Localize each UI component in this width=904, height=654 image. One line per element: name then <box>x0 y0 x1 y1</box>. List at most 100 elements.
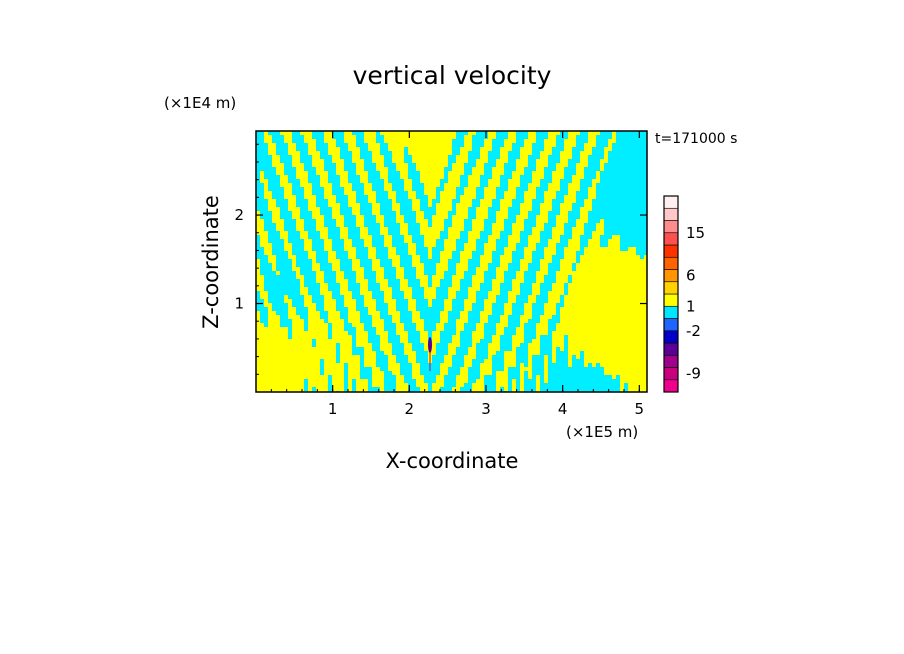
field-cell <box>396 375 400 379</box>
field-cell <box>452 335 456 339</box>
field-cell <box>528 135 532 139</box>
field-cell <box>392 359 396 363</box>
field-cell <box>568 239 572 243</box>
field-cell <box>520 203 524 207</box>
field-cell <box>608 279 612 283</box>
field-cell <box>336 279 340 283</box>
field-cell <box>456 215 460 219</box>
field-cell <box>416 271 420 275</box>
field-cell <box>288 255 292 259</box>
field-cell <box>528 195 532 199</box>
field-cell <box>544 363 548 367</box>
field-cell <box>388 147 392 151</box>
field-cell <box>320 271 324 275</box>
field-cell <box>448 191 452 195</box>
field-cell <box>432 187 436 191</box>
field-cell <box>628 299 632 303</box>
field-cell <box>636 255 640 259</box>
field-cell <box>560 339 564 343</box>
field-cell <box>284 339 288 343</box>
field-cell <box>524 315 528 319</box>
field-cell <box>508 303 512 307</box>
field-cell <box>316 335 320 339</box>
field-cell <box>336 383 340 387</box>
field-cell <box>284 343 288 347</box>
field-cell <box>504 383 508 387</box>
field-cell <box>368 139 372 143</box>
field-cell <box>332 155 336 159</box>
field-cell <box>432 331 436 335</box>
field-cell <box>640 319 644 323</box>
field-cell <box>592 267 596 271</box>
field-cell <box>536 379 540 383</box>
field-cell <box>636 311 640 315</box>
field-cell <box>372 371 376 375</box>
field-cell <box>420 271 424 275</box>
field-cell <box>348 351 352 355</box>
field-cell <box>456 287 460 291</box>
field-cell <box>392 255 396 259</box>
field-cell <box>596 227 600 231</box>
field-cell <box>616 307 620 311</box>
field-cell <box>596 355 600 359</box>
field-cell <box>356 379 360 383</box>
field-cell <box>296 267 300 271</box>
field-cell <box>508 363 512 367</box>
field-cell <box>548 291 552 295</box>
field-cell <box>316 347 320 351</box>
field-cell <box>628 387 632 391</box>
field-cell <box>300 223 304 227</box>
field-cell <box>396 151 400 155</box>
field-cell <box>348 319 352 323</box>
field-cell <box>484 315 488 319</box>
field-cell <box>496 383 500 387</box>
field-cell <box>316 223 320 227</box>
field-cell <box>364 355 368 359</box>
field-cell <box>416 259 420 263</box>
field-cell <box>404 351 408 355</box>
field-cell <box>592 363 596 367</box>
field-cell <box>276 215 280 219</box>
field-cell <box>336 315 340 319</box>
field-cell <box>480 271 484 275</box>
field-cell <box>496 163 500 167</box>
field-cell <box>420 267 424 271</box>
field-cell <box>564 199 568 203</box>
field-cell <box>592 131 596 135</box>
field-cell <box>284 359 288 363</box>
field-cell <box>276 343 280 347</box>
field-cell <box>448 255 452 259</box>
field-cell <box>376 279 380 283</box>
field-cell <box>596 343 600 347</box>
field-cell <box>560 267 564 271</box>
colorbar-swatch <box>663 207 679 221</box>
field-cell <box>424 383 428 387</box>
field-cell <box>376 207 380 211</box>
field-cell <box>528 355 532 359</box>
field-cell <box>476 335 480 339</box>
field-cell <box>476 339 480 343</box>
field-cell <box>412 203 416 207</box>
field-cell <box>392 299 396 303</box>
field-cell <box>472 171 476 175</box>
field-cell <box>432 223 436 227</box>
field-cell <box>412 151 416 155</box>
field-cell <box>364 187 368 191</box>
field-cell <box>316 155 320 159</box>
field-cell <box>304 339 308 343</box>
field-cell <box>452 235 456 239</box>
field-cell <box>324 355 328 359</box>
field-cell <box>560 291 564 295</box>
field-cell <box>596 171 600 175</box>
field-cell <box>580 231 584 235</box>
field-cell <box>476 383 480 387</box>
field-cell <box>460 163 464 167</box>
field-cell <box>416 163 420 167</box>
field-cell <box>364 179 368 183</box>
field-cell <box>264 379 268 383</box>
field-cell <box>408 235 412 239</box>
field-cell <box>548 315 552 319</box>
field-cell <box>556 295 560 299</box>
field-cell <box>364 283 368 287</box>
field-cell <box>612 139 616 143</box>
